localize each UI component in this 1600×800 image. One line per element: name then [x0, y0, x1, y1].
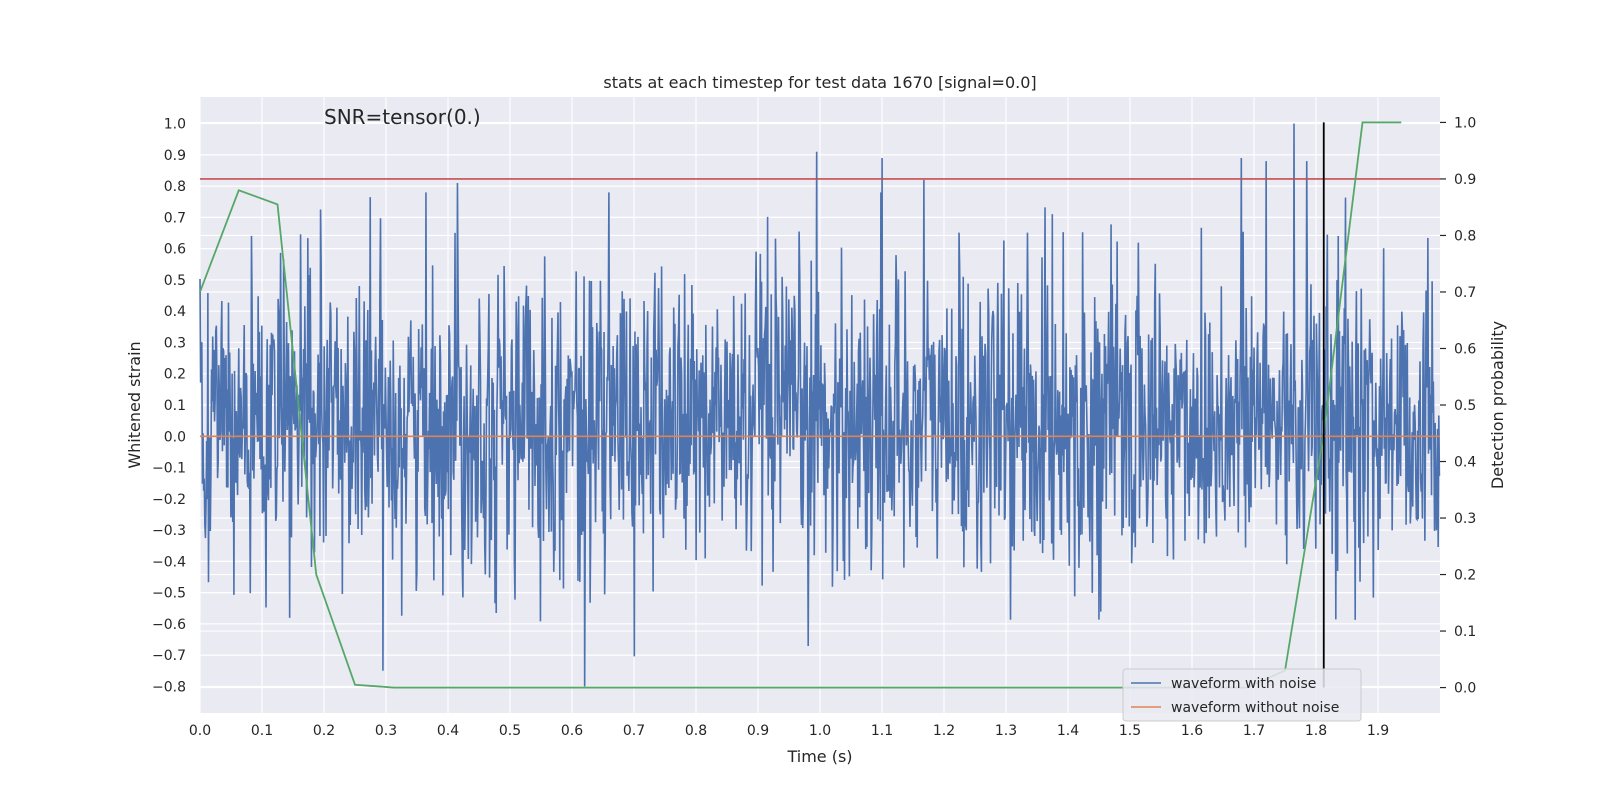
y-ticks-right: 1.0 0.9 0.8 0.7 0.6 0.5 0.4 0.3 0.2 0.1 0.0 — [1440, 115, 1476, 697]
y-axis-label-right: Detection probability — [1488, 321, 1507, 489]
x-tick-label: 1.4 — [1057, 723, 1079, 739]
x-tick-label: 0.0 — [189, 723, 211, 739]
y-axis-label: Whitened strain — [125, 341, 144, 468]
y-tick-label: 0.5 — [164, 273, 186, 289]
y-tick-label: −0.1 — [152, 461, 186, 477]
x-tick-label: 0.1 — [251, 723, 273, 739]
y-ticks-left: 1.0 0.9 0.8 0.7 0.6 0.5 0.4 0.3 0.2 0.1 0.0 −0.1 −0.… — [152, 117, 186, 696]
x-tick-label: 0.9 — [747, 723, 769, 739]
y-tick-label: 0.7 — [164, 210, 186, 226]
legend-label-without-noise: waveform without noise — [1171, 700, 1339, 716]
x-tick-label: 0.2 — [313, 723, 335, 739]
series-waveform-with-noise — [199, 123, 1441, 687]
legend-label-with-noise: waveform with noise — [1171, 676, 1316, 692]
y-tick-label-right: 0.6 — [1454, 341, 1476, 357]
x-tick-label: 0.7 — [623, 723, 645, 739]
chart-title: stats at each timestep for test data 167… — [603, 73, 1036, 92]
y-tick-label: −0.5 — [152, 586, 186, 602]
y-tick-label-right: 0.5 — [1454, 398, 1476, 414]
y-tick-label: 0.8 — [164, 179, 186, 195]
x-tick-label: 1.7 — [1243, 723, 1265, 739]
y-tick-label-right: 0.0 — [1454, 681, 1476, 697]
y-tick-label: −0.3 — [152, 523, 186, 539]
x-tick-label: 0.3 — [375, 723, 397, 739]
y-tick-label: 1.0 — [164, 117, 186, 133]
x-tick-label: 0.5 — [499, 723, 521, 739]
y-tick-label-right: 0.2 — [1454, 568, 1476, 584]
y-tick-label-right: 1.0 — [1454, 115, 1476, 131]
legend-box — [1122, 668, 1362, 722]
y-tick-label: 0.0 — [164, 429, 186, 445]
y-tick-label: −0.8 — [152, 679, 186, 695]
x-tick-label: 0.4 — [437, 723, 459, 739]
x-tick-label: 1.9 — [1367, 723, 1389, 739]
y-tick-label-right: 0.3 — [1454, 511, 1476, 527]
y-tick-label: −0.7 — [152, 648, 186, 664]
y-tick-label: −0.4 — [152, 554, 186, 570]
x-tick-label: 1.5 — [1119, 723, 1141, 739]
x-tick-label: 1.0 — [809, 723, 831, 739]
y-tick-label-right: 0.9 — [1454, 172, 1476, 188]
y-tick-label: 0.1 — [164, 398, 186, 414]
x-ticks: 0.0 0.1 0.2 0.3 0.4 0.5 0.6 0.7 0.8 0.9 1.0 1.1 1.2 1… — [189, 723, 1389, 739]
x-tick-label: 1.1 — [871, 723, 893, 739]
y-tick-label: 0.4 — [164, 304, 186, 320]
y-tick-label: −0.6 — [152, 617, 186, 633]
legend: waveform with noise waveform without noi… — [1122, 668, 1362, 722]
snr-annotation: SNR=tensor(0.) — [324, 105, 481, 129]
y-tick-label: −0.2 — [152, 492, 186, 508]
y-tick-label: 0.6 — [164, 242, 186, 258]
x-tick-label: 1.8 — [1305, 723, 1327, 739]
y-tick-label-right: 0.4 — [1454, 455, 1476, 471]
y-tick-label-right: 0.1 — [1454, 624, 1476, 640]
y-tick-label: 0.9 — [164, 148, 186, 164]
y-tick-label-right: 0.8 — [1454, 228, 1476, 244]
y-tick-label: 0.3 — [164, 335, 186, 351]
x-tick-label: 1.3 — [995, 723, 1017, 739]
x-tick-label: 0.6 — [561, 723, 583, 739]
y-tick-label-right: 0.7 — [1454, 285, 1476, 301]
y-tick-label: 0.2 — [164, 367, 186, 383]
x-tick-label: 0.8 — [685, 723, 707, 739]
x-tick-label: 1.6 — [1181, 723, 1203, 739]
x-axis-label: Time (s) — [786, 747, 852, 766]
x-tick-label: 1.2 — [933, 723, 955, 739]
